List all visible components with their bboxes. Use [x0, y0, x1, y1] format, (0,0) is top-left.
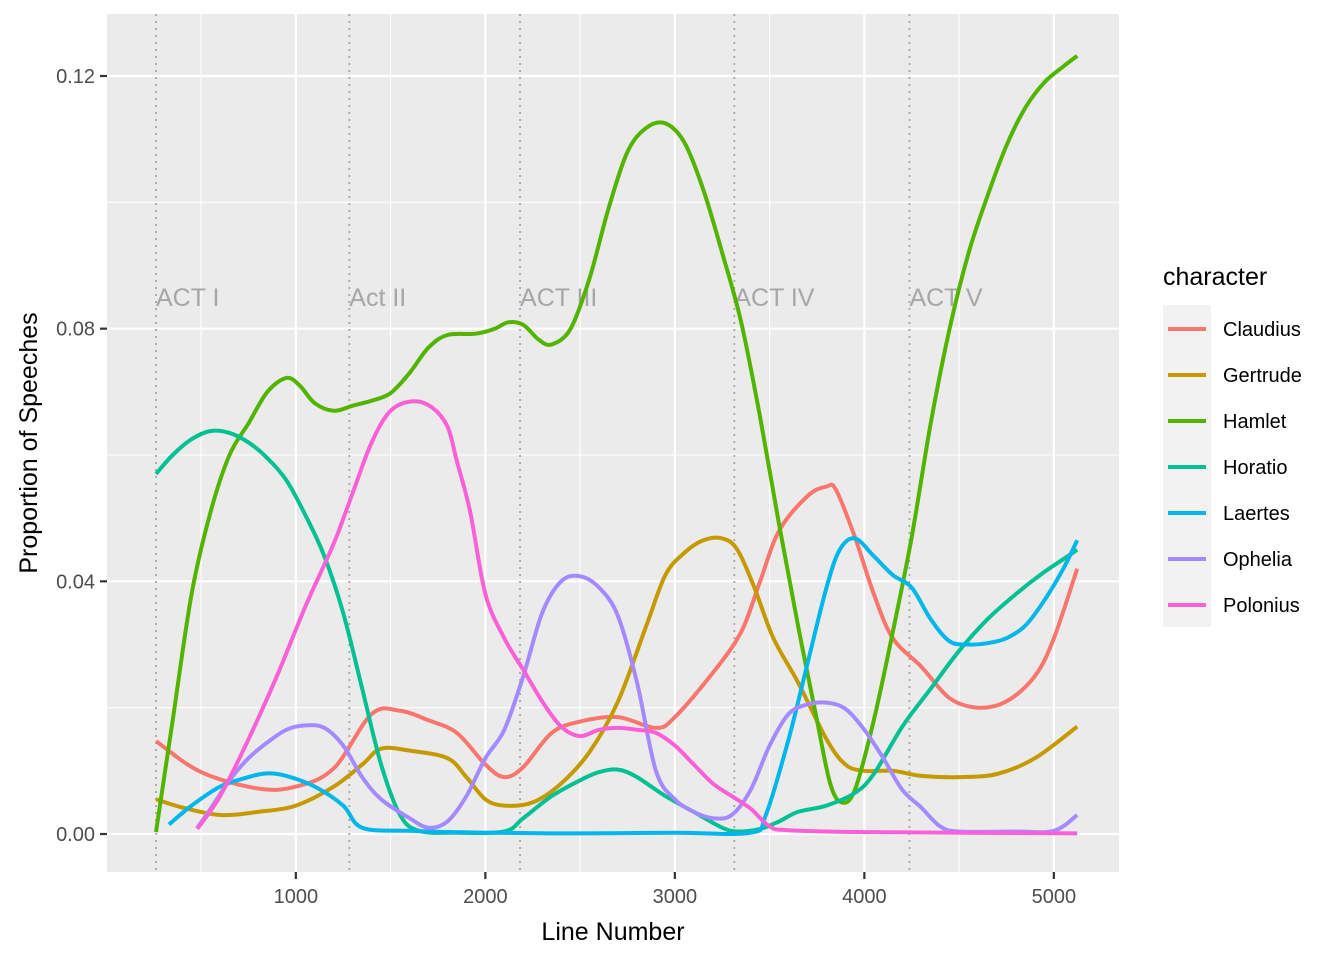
- series-line-polonius: [195, 399, 1078, 836]
- legend-label-laertes: Laertes: [1223, 503, 1290, 525]
- series-line-claudius: [154, 482, 1080, 792]
- legend-label-gertrude: Gertrude: [1223, 365, 1302, 387]
- series-line-horatio: [154, 428, 1079, 836]
- x-tick-label: 5000: [1032, 886, 1077, 908]
- y-axis-title: Proportion of Speeches: [15, 312, 43, 573]
- y-tick-label: 0.12: [56, 66, 95, 88]
- legend-label-polonius: Polonius: [1223, 595, 1300, 617]
- series-line-laertes: [167, 536, 1079, 837]
- series-line-ophelia: [195, 573, 1079, 835]
- x-tick-label: 4000: [842, 886, 887, 908]
- series-lines: [154, 54, 1080, 837]
- act-label: ACT IV: [734, 284, 814, 312]
- series-line-hamlet: [154, 54, 1079, 833]
- act-markers: ACT I Act II ACT III ACT IV ACT V: [155, 14, 983, 872]
- act-label: ACT V: [909, 284, 982, 312]
- y-tick-label: 0.08: [56, 319, 95, 341]
- legend-label-claudius: Claudius: [1223, 319, 1301, 341]
- x-tick-label: 1000: [274, 886, 319, 908]
- legend-title: character: [1163, 263, 1267, 291]
- y-tick-label: 0.00: [56, 824, 95, 846]
- legend-items: Claudius Gertrude Hamlet Horatio Laertes Ophe…: [1168, 319, 1302, 617]
- legend-label-ophelia: Ophelia: [1223, 549, 1293, 571]
- x-axis: 1000 2000 3000 4000 5000: [274, 872, 1076, 908]
- legend-label-hamlet: Hamlet: [1223, 411, 1287, 433]
- y-axis: 0.00 0.04 0.08 0.12: [56, 66, 107, 846]
- x-axis-title: Line Number: [541, 918, 684, 946]
- act-label: ACT I: [156, 284, 219, 312]
- act-label: Act II: [349, 284, 406, 312]
- legend: character Claudius Gertrude Hamlet Horatio L…: [1163, 263, 1302, 627]
- legend-label-horatio: Horatio: [1223, 457, 1287, 479]
- x-tick-label: 2000: [463, 886, 508, 908]
- x-tick-label: 3000: [653, 886, 698, 908]
- plot-panel: [107, 14, 1119, 872]
- y-tick-label: 0.04: [56, 571, 95, 593]
